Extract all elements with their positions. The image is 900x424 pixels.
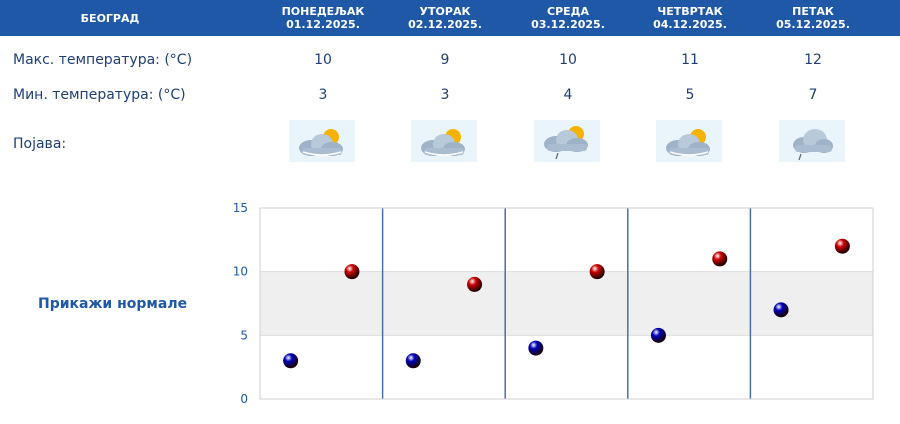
min-temp-point <box>773 302 789 318</box>
min-temp-value: 4 <box>563 87 573 103</box>
min-temp-value: 5 <box>685 87 695 103</box>
day-header: УТОРАК 02.12.2025. <box>380 0 510 36</box>
partly-cloudy-sun-icon <box>656 120 722 162</box>
max-temp-point <box>467 276 483 292</box>
partly-cloudy-sun-icon <box>289 120 355 162</box>
day-date: 03.12.2025. <box>531 18 605 31</box>
day-name: ПЕТАК <box>792 5 834 18</box>
day-header: СРЕДА 03.12.2025. <box>503 0 633 36</box>
y-tick-label: 0 <box>240 392 248 406</box>
min-temp-point <box>528 340 544 356</box>
show-normals-link[interactable]: Прикажи нормале <box>38 296 188 312</box>
partly-cloudy-sun-drizzle-icon <box>534 120 600 162</box>
day-name: СРЕДА <box>547 5 589 18</box>
max-temp-value: 10 <box>559 52 577 68</box>
normal-range-band <box>260 271 873 336</box>
y-tick-label: 5 <box>240 328 248 342</box>
cloud-drizzle-icon <box>779 120 845 162</box>
max-temp-value: 11 <box>681 52 699 68</box>
min-temp-value: 7 <box>808 87 818 103</box>
max-temp-value: 10 <box>314 52 332 68</box>
forecast-header: БЕОГРАД ПОНЕДЕЉАК 01.12.2025. УТОРАК 02.… <box>0 0 900 36</box>
plot-border <box>259 207 874 400</box>
day-header: ПОНЕДЕЉАК 01.12.2025. <box>258 0 388 36</box>
day-name: ПОНЕДЕЉАК <box>281 5 365 18</box>
day-header: ПЕТАК 05.12.2025. <box>748 0 878 36</box>
min-temp-point <box>405 353 421 369</box>
day-header: ЧЕТВРТАК 04.12.2025. <box>625 0 755 36</box>
phenomenon-label: Појава: <box>13 136 67 152</box>
day-date: 05.12.2025. <box>776 18 850 31</box>
day-date: 04.12.2025. <box>653 18 727 31</box>
min-temp-value: 3 <box>318 87 328 103</box>
day-date: 02.12.2025. <box>408 18 482 31</box>
y-tick-label: 15 <box>233 201 248 215</box>
min-temp-point <box>283 353 299 369</box>
max-temp-point <box>344 264 360 280</box>
max-temp-label: Макс. температура: (°C) <box>13 52 193 68</box>
max-temp-point <box>834 238 850 254</box>
partly-cloudy-sun-icon <box>411 120 477 162</box>
max-temp-value: 12 <box>804 52 822 68</box>
y-tick-label: 10 <box>233 265 248 279</box>
min-temp-value: 3 <box>440 87 450 103</box>
day-name: ЧЕТВРТАК <box>657 5 723 18</box>
min-temp-point <box>650 327 666 343</box>
max-temp-point <box>589 264 605 280</box>
max-temp-value: 9 <box>440 52 450 68</box>
day-name: УТОРАК <box>419 5 471 18</box>
day-date: 01.12.2025. <box>286 18 360 31</box>
max-temp-point <box>712 251 728 267</box>
city-name: БЕОГРАД <box>80 11 140 25</box>
min-temp-label: Мин. температура: (°C) <box>13 87 186 103</box>
